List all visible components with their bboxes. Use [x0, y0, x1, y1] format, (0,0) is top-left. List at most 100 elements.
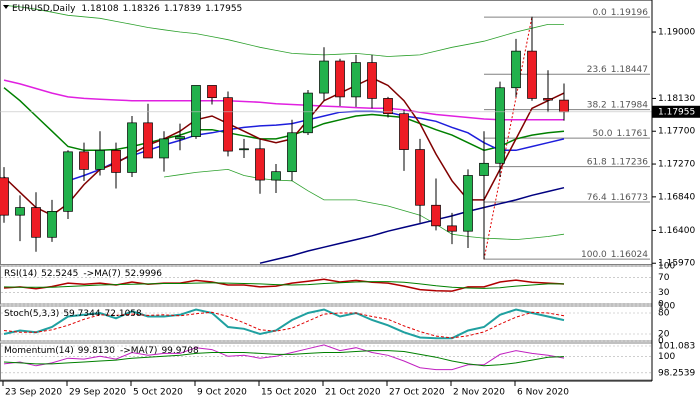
current-price-box [652, 105, 700, 118]
candle-body [335, 60, 345, 98]
candle-body [127, 122, 137, 173]
candle-body [287, 132, 297, 173]
candle-body [111, 149, 121, 173]
x-tick-label: 29 Sep 2020 [69, 388, 126, 398]
symbol: EURUSD,Daily [12, 4, 76, 14]
candle-body [239, 148, 249, 151]
fib-ratio: 100.0 [581, 250, 607, 260]
candle-body [495, 87, 505, 164]
candle-body [271, 171, 281, 181]
candle-body [63, 151, 73, 212]
candle-body [47, 211, 57, 238]
y-tick-label: 100 [658, 262, 675, 272]
candle-body [207, 85, 217, 99]
close: 1.17955 [205, 4, 242, 14]
fib-ratio: 76.4 [587, 192, 607, 202]
candle-body [191, 85, 201, 137]
fib-label: 23.6 1.18447 [587, 65, 648, 75]
open: 1.18108 [81, 4, 118, 14]
fib-label: 38.2 1.17984 [587, 100, 649, 110]
fib-label: 0.0 1.19196 [592, 8, 648, 18]
y-tick-label: 1.18130 [658, 94, 695, 104]
candle-body [479, 162, 489, 176]
overlay-line [163, 168, 565, 241]
y-tick-label: 1.16840 [658, 192, 695, 202]
overlay-line [259, 186, 565, 264]
fib-price: 1.19196 [611, 8, 648, 18]
y-tick-label: 101.083 [658, 342, 695, 352]
indicator-name: ->MA(7) [83, 269, 120, 279]
candle-body [143, 122, 153, 159]
fib-price: 1.17984 [611, 100, 648, 110]
candle-body [463, 175, 473, 232]
candle-body [303, 92, 313, 134]
indicator-line [3, 350, 565, 367]
fib-price: 1.17236 [611, 157, 648, 167]
fib-ratio: 50.0 [592, 129, 612, 139]
y-tick-label: 20 [658, 330, 670, 340]
y-tick-label: 1.17700 [658, 127, 695, 137]
x-tick-label: 5 Oct 2020 [133, 388, 183, 398]
candle-body [79, 151, 89, 170]
x-tick-label: 2 Nov 2020 [453, 388, 505, 398]
y-tick-label: 1.15970 [658, 259, 695, 269]
low: 1.17839 [164, 4, 201, 14]
indicator-value: 99.9708 [161, 346, 198, 356]
y-tick-label: 1.19000 [658, 28, 695, 38]
symbol-marker [3, 5, 9, 9]
fib-trendline [483, 16, 533, 260]
indicator-title: Momentum(14) 99.8130 ->MA(7) 99.9708 [4, 346, 199, 356]
fib-price: 1.16024 [611, 250, 648, 260]
candle-body [527, 50, 537, 99]
indicator-value: 52.5245 [41, 269, 78, 279]
candle-body [95, 149, 105, 170]
candle-body [175, 136, 185, 140]
candle-body [431, 204, 441, 227]
candle-body [367, 62, 377, 99]
fib-ratio: 61.8 [587, 157, 607, 167]
indicator-name: Stoch(5,3,3) [4, 309, 59, 319]
fib-ratio: 23.6 [587, 65, 607, 75]
y-tick-label: 70 [658, 273, 670, 283]
indicator-title: Stoch(5,3,3) 59.7344 72.1058 [4, 309, 142, 319]
indicator-title: RSI(14) 52.5245 ->MA(7) 52.9996 [4, 269, 162, 279]
indicator-value: 72.1058 [105, 309, 142, 319]
fib-label: 50.0 1.1761 [592, 129, 648, 139]
y-tick-label: 100 [658, 302, 675, 312]
y-tick-label: 30 [658, 288, 670, 298]
candle-body [399, 113, 409, 150]
y-tick-label: 1.16400 [658, 226, 695, 236]
fib-label: 100.0 1.16024 [581, 250, 648, 260]
overlay-line [3, 79, 564, 121]
current-price-label: 1.17955 [658, 107, 695, 117]
fib-ratio: 38.2 [587, 100, 607, 110]
indicator-line [3, 308, 565, 340]
y-tick-label: 98.2539 [658, 368, 695, 378]
candle-body [319, 60, 329, 94]
candle-body [351, 62, 361, 98]
candle-body [543, 98, 553, 101]
x-tick-label: 21 Oct 2020 [325, 388, 381, 398]
candle-body [31, 207, 41, 238]
indicator-line [3, 281, 564, 289]
x-tick-label: 15 Oct 2020 [261, 388, 317, 398]
indicator-value: 52.9996 [125, 269, 162, 279]
fib-price: 1.18447 [611, 65, 648, 75]
candle-body [511, 50, 521, 89]
fib-price: 1.1761 [617, 129, 649, 139]
candle-body [159, 138, 169, 159]
indicator-name: Momentum(14) [4, 346, 74, 356]
candle-body [447, 225, 457, 232]
x-tick-label: 27 Oct 2020 [389, 388, 445, 398]
y-tick-label: 0 [658, 337, 664, 347]
candle-body [559, 99, 569, 113]
y-tick-label: 0 [658, 300, 664, 310]
high: 1.18326 [123, 4, 160, 14]
candle-body [255, 148, 265, 181]
y-tick-label: 100 [658, 352, 675, 362]
y-tick-label: 1.17270 [658, 160, 695, 170]
overlay-line [3, 4, 564, 57]
candle-body [383, 98, 393, 115]
